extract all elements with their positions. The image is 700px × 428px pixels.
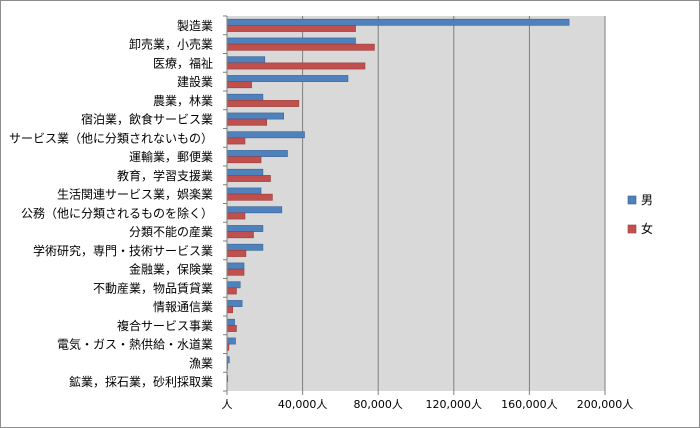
bar-male: [226, 187, 262, 195]
x-tick-label: 40,000人: [278, 398, 328, 411]
bar-female: [226, 100, 300, 107]
bar-female: [226, 43, 375, 51]
bar-male: [226, 37, 356, 45]
bar-male: [226, 112, 285, 120]
bar-male: [226, 18, 570, 26]
bar-male: [226, 56, 266, 64]
category-label: 教育，学習支援業: [117, 168, 213, 183]
category-label: 電気・ガス・熱供給・水道業: [57, 337, 213, 352]
category-label: 金融業，保険業: [129, 262, 213, 277]
category-label: 生活関連サービス業，娯楽業: [57, 188, 213, 202]
category-label: 農業，林業: [153, 94, 213, 108]
x-tick-label: 200,000人: [577, 398, 634, 411]
x-tick-label: 80,000人: [353, 398, 403, 411]
category-labels: 製造業卸売業，小売業医療，福祉建設業農業，林業宿泊業，飲食サービス業サービス業（…: [9, 19, 213, 389]
bar-female: [226, 250, 247, 257]
x-tick-label: 人: [222, 398, 233, 411]
bar-female: [226, 81, 252, 89]
bar-male: [226, 318, 235, 326]
category-label: 漁業: [189, 356, 213, 370]
category-label: 宿泊業，飲食サービス業: [81, 112, 213, 127]
category-label: 不動産業，物品賃貸業: [93, 280, 213, 295]
legend: 男女: [627, 193, 653, 236]
bar-male: [226, 262, 245, 270]
category-label: 医療，福祉: [153, 55, 213, 70]
category-label: 卸売業，小売業: [129, 37, 213, 52]
bar-male: [226, 243, 264, 251]
category-label: 情報通信業: [153, 300, 213, 314]
bar-female: [226, 25, 356, 32]
bar-male: [226, 206, 283, 214]
category-label: 鉱業，採石業，砂利採取業: [69, 374, 213, 389]
category-label: 運輸業，郵便業: [129, 149, 213, 164]
bar-male: [226, 225, 264, 232]
bar-male: [226, 93, 264, 101]
bar-female: [226, 193, 273, 201]
x-tick-label: 160,000人: [501, 398, 558, 411]
bar-male: [226, 337, 236, 345]
legend-label: 男: [641, 193, 653, 207]
bar-male: [226, 150, 288, 157]
category-label: 複合サービス事業: [117, 318, 213, 333]
bar-male: [226, 300, 243, 307]
bar-male: [226, 75, 349, 82]
bar-male: [226, 281, 241, 289]
bar-female: [226, 231, 254, 239]
category-label: 建設業: [177, 74, 213, 89]
bar-female: [226, 62, 366, 70]
bar-male: [226, 131, 305, 139]
category-label: 公務（他に分類されるものを除く）: [21, 205, 213, 220]
plot-area: [227, 16, 605, 391]
category-label: 学術研究，専門・技術サービス業: [33, 243, 213, 258]
bar-female: [226, 118, 267, 126]
bar-female: [226, 306, 233, 314]
bar-male: [226, 168, 264, 176]
legend-swatch: [627, 195, 637, 205]
bar-female: [226, 287, 237, 295]
bar-female: [226, 268, 245, 276]
x-tick-labels: 人 40,000人 80,000人 120,000人 160,000人 200,000人: [222, 398, 634, 411]
category-label: 製造業: [177, 19, 213, 33]
bar-female: [226, 175, 271, 182]
bar-female: [226, 212, 246, 220]
bar-female: [226, 325, 237, 332]
bar-female: [226, 156, 262, 164]
legend-label: 女: [641, 221, 653, 236]
x-tick-label: 120,000人: [426, 398, 483, 411]
bars: [226, 18, 570, 389]
bar-female: [226, 137, 246, 145]
legend-swatch: [627, 224, 637, 234]
category-label: 分類不能の産業: [129, 224, 213, 239]
category-label: サービス業（他に分類されないもの）: [9, 131, 213, 145]
